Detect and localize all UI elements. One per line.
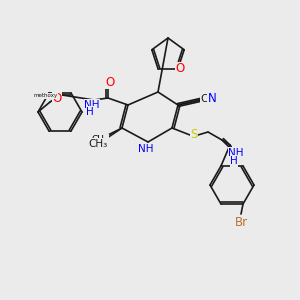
Text: Br: Br [234, 216, 248, 229]
Text: O: O [232, 146, 242, 160]
Text: NH: NH [228, 148, 244, 158]
Text: CH₃: CH₃ [88, 139, 108, 149]
Text: O: O [176, 62, 184, 75]
Text: C: C [200, 94, 208, 104]
Text: H: H [86, 107, 94, 117]
Text: methoxy: methoxy [34, 94, 58, 98]
Text: N: N [208, 92, 216, 106]
Text: S: S [190, 128, 198, 142]
Text: CH₃: CH₃ [92, 134, 108, 143]
Text: NH: NH [138, 144, 154, 154]
Text: O: O [105, 76, 115, 88]
Text: H: H [230, 156, 238, 166]
Text: O: O [52, 92, 62, 106]
Text: NH: NH [84, 100, 100, 110]
